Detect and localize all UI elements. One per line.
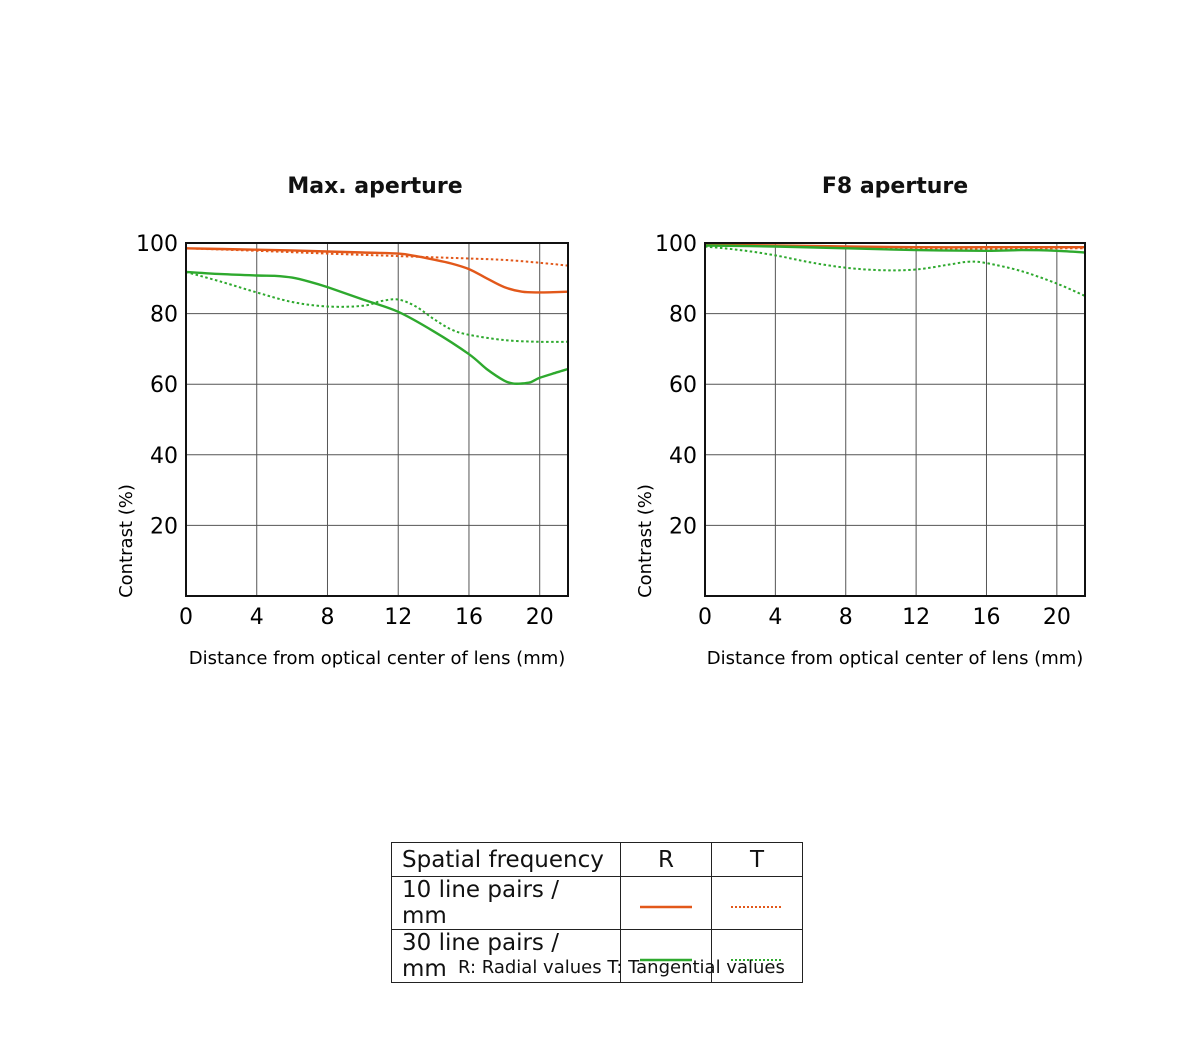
- x-tick-label: 0: [179, 605, 193, 630]
- x-tick-label: 20: [1043, 605, 1071, 630]
- legend-label-30lp: 30 line pairs / mm: [391, 929, 621, 983]
- legend-row-10lp: 10 line pairs / mm: [391, 876, 803, 930]
- x-tick-label: 0: [698, 605, 712, 630]
- y-tick-label: 100: [136, 232, 178, 257]
- x-tick-label: 12: [902, 605, 930, 630]
- y-tick-label: 20: [669, 514, 697, 539]
- legend-header-r: R: [620, 842, 712, 877]
- series-30lp-tangential: [186, 270, 568, 343]
- legend-table: Spatial frequency R T 10 line pairs / mm…: [391, 842, 803, 983]
- series-30lp-radial: [186, 270, 568, 385]
- legend-swatch-10lp-radial: [620, 876, 712, 930]
- series-10lp-tangential: [186, 247, 568, 267]
- legend-header-row: Spatial frequency R T: [391, 842, 803, 877]
- legend-label-10lp: 10 line pairs / mm: [391, 876, 621, 930]
- x-tick-label: 20: [526, 605, 554, 630]
- series-30lp-radial: [705, 244, 1085, 254]
- legend-header-t: T: [711, 842, 803, 877]
- legend-note: R: Radial values T: Tangential values: [458, 957, 785, 978]
- y-tick-label: 40: [669, 444, 697, 469]
- plot-frame: [704, 242, 1086, 597]
- series-10lp-radial: [186, 247, 568, 294]
- legend-header-label: Spatial frequency: [391, 842, 621, 877]
- chart-title-max-aperture: Max. aperture: [287, 174, 463, 199]
- legend-row-30lp: 30 line pairs / mm: [391, 929, 803, 983]
- y-axis-label: Contrast (%): [635, 484, 656, 598]
- plot-frame: [185, 242, 569, 597]
- legend-swatch-30lp-radial: [620, 929, 712, 983]
- y-axis-label: Contrast (%): [116, 484, 137, 598]
- x-tick-label: 12: [384, 605, 412, 630]
- x-tick-label: 4: [250, 605, 264, 630]
- y-tick-label: 60: [150, 373, 178, 398]
- x-tick-label: 8: [839, 605, 853, 630]
- x-axis-label: Distance from optical center of lens (mm…: [707, 648, 1084, 669]
- x-tick-label: 16: [455, 605, 483, 630]
- x-axis-label: Distance from optical center of lens (mm…: [189, 648, 566, 669]
- x-tick-label: 4: [768, 605, 782, 630]
- y-tick-label: 80: [150, 303, 178, 328]
- chart-title-f8-aperture: F8 aperture: [821, 174, 969, 199]
- legend-swatch-10lp-tangential: [711, 876, 803, 930]
- y-tick-label: 40: [150, 444, 178, 469]
- y-tick-label: 80: [669, 303, 697, 328]
- y-tick-label: 100: [655, 232, 697, 257]
- series-30lp-tangential: [705, 245, 1085, 297]
- x-tick-label: 16: [972, 605, 1000, 630]
- legend-swatch-30lp-tangential: [711, 929, 803, 983]
- y-tick-label: 60: [669, 373, 697, 398]
- y-tick-label: 20: [150, 514, 178, 539]
- x-tick-label: 8: [320, 605, 334, 630]
